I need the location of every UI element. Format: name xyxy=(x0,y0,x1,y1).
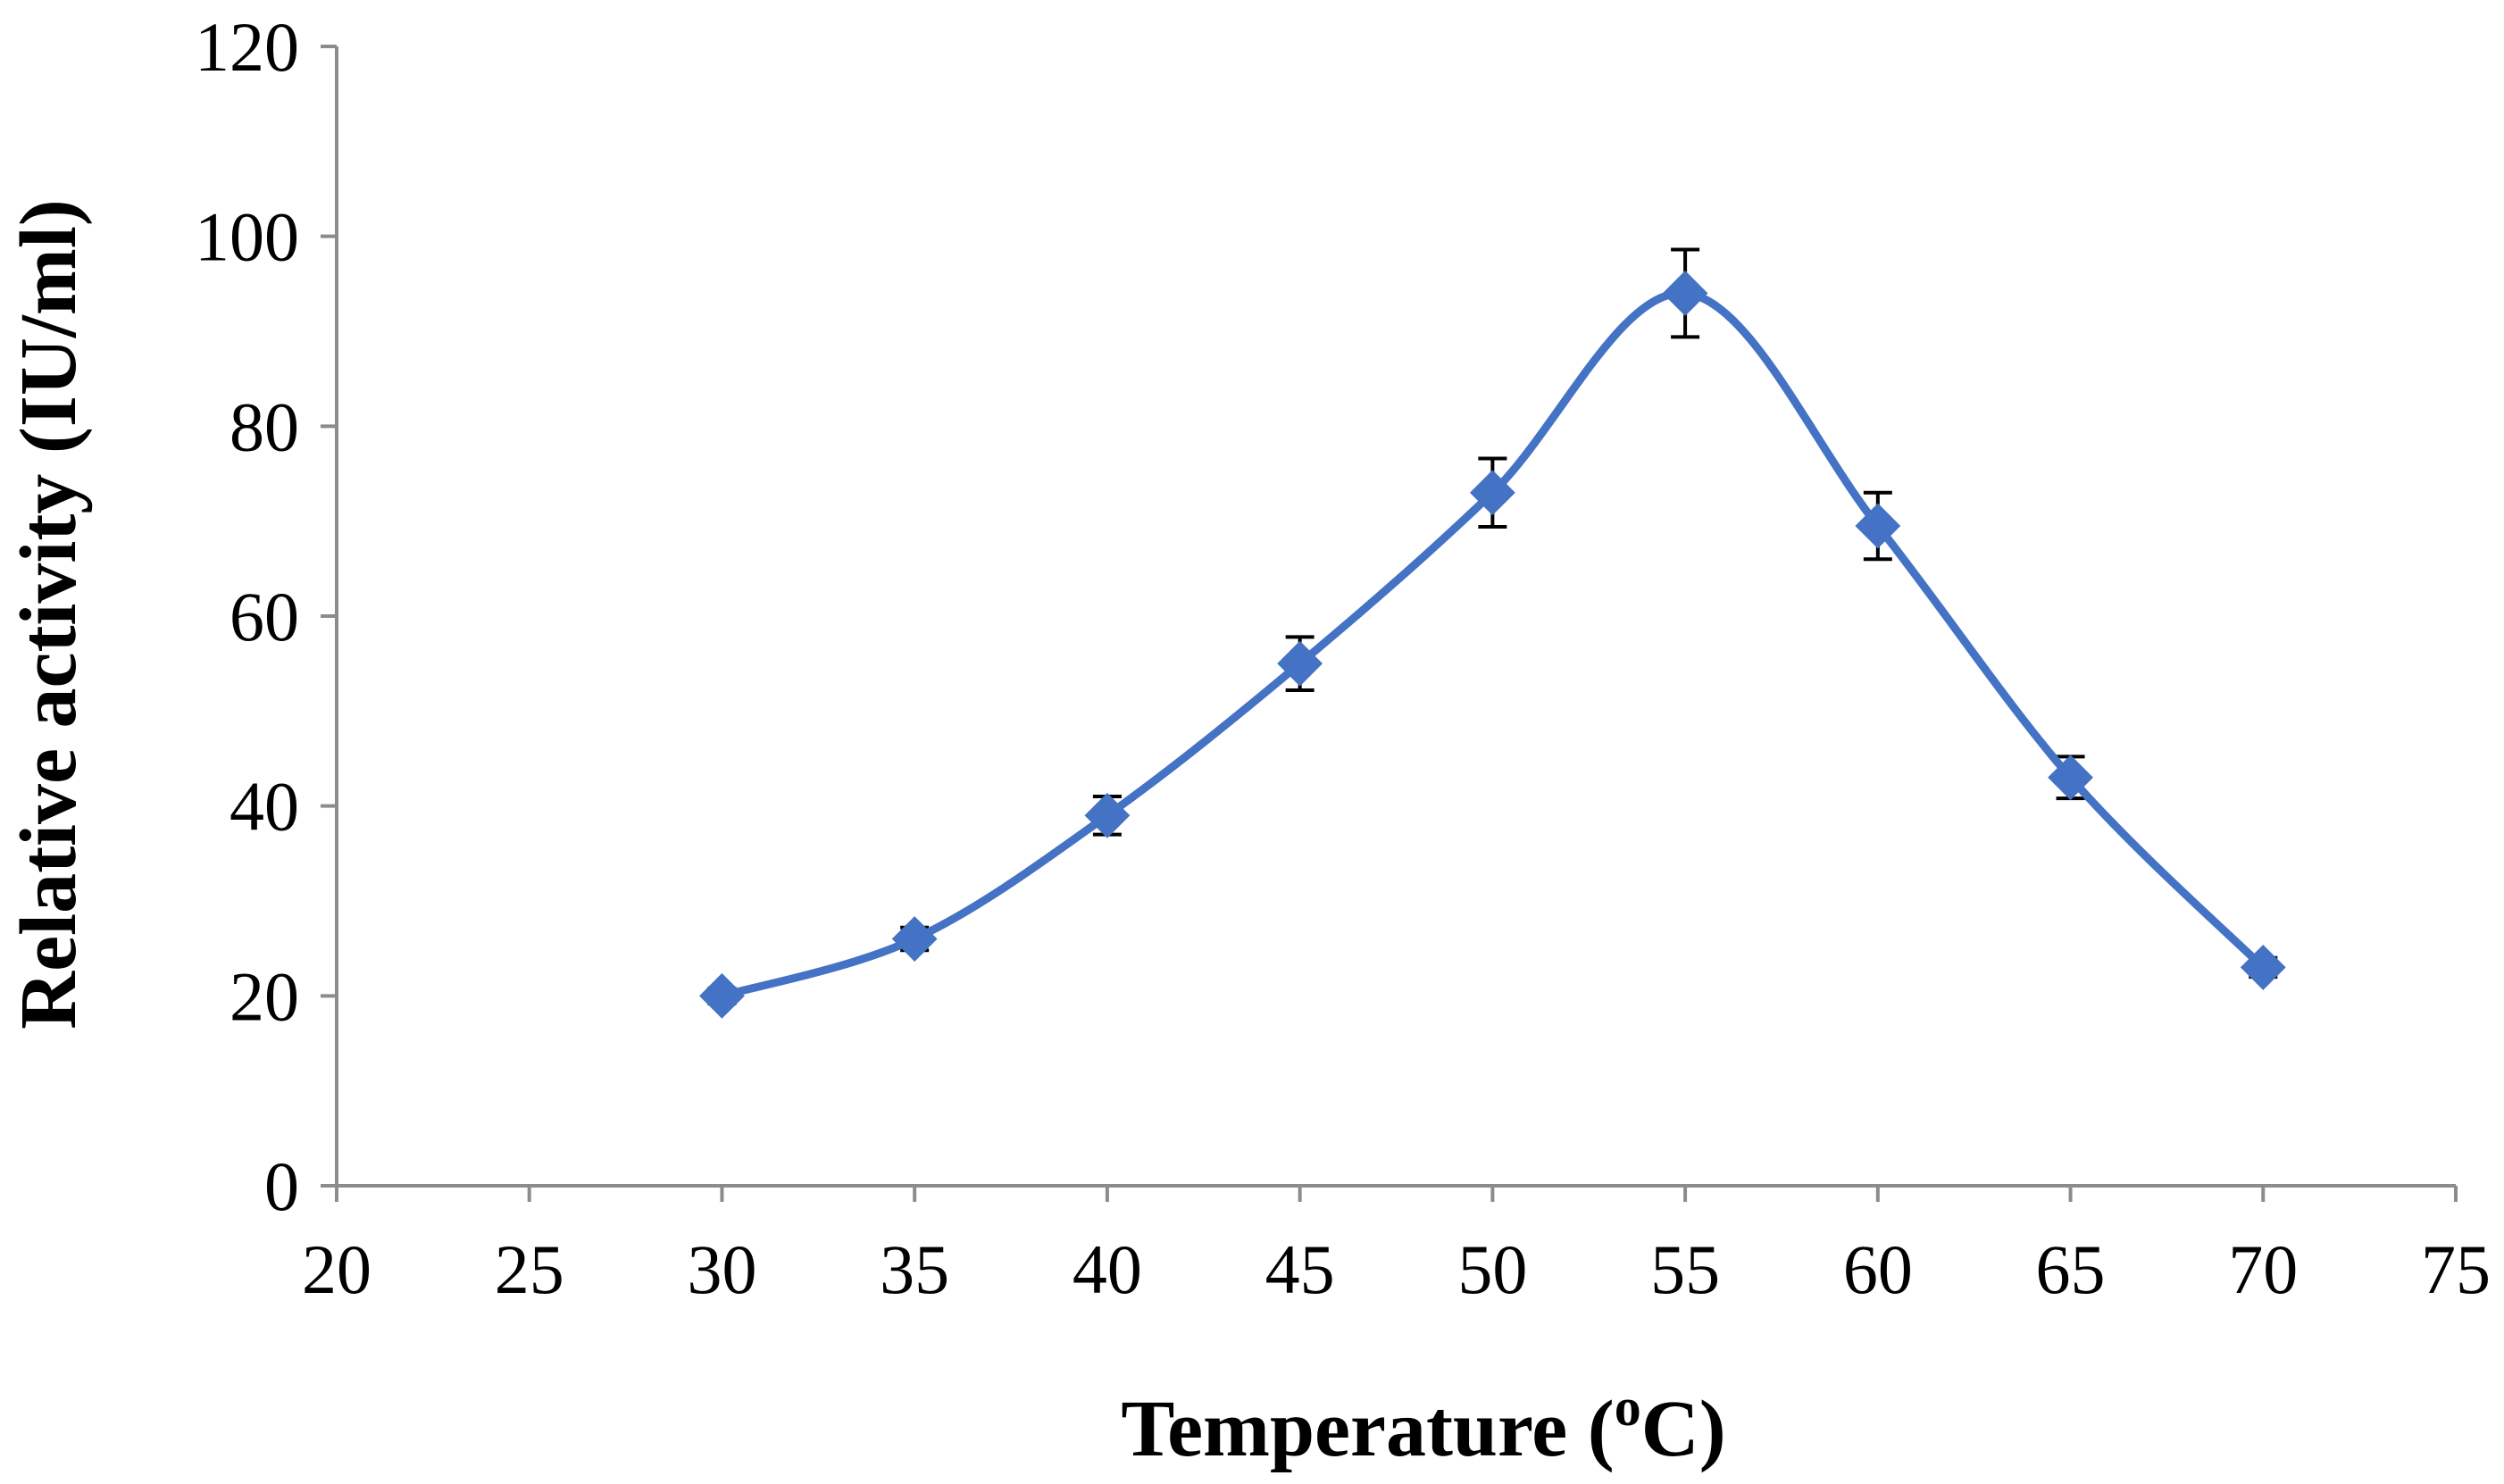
x-tick-label: 40 xyxy=(1073,1230,1142,1308)
x-axis-title: Temperature (oC) xyxy=(1121,1378,1725,1473)
x-tick-label: 65 xyxy=(2036,1230,2106,1308)
data-point xyxy=(2048,755,2093,801)
x-axis-title-superscript: o xyxy=(1615,1378,1641,1437)
x-axis: 20 25 30 35 40 45 50 55 60 65 70 75 xyxy=(302,1184,2491,1308)
series-line xyxy=(717,288,2267,1000)
y-tick-label: 0 xyxy=(264,1147,299,1225)
x-tick-label: 70 xyxy=(2228,1230,2298,1308)
data-point xyxy=(1855,503,1901,549)
y-tick-label: 80 xyxy=(230,388,299,465)
data-point xyxy=(699,972,745,1019)
x-tick-label: 75 xyxy=(2421,1230,2491,1308)
x-axis-title-main: Temperature ( xyxy=(1121,1385,1614,1473)
y-tick-label: 40 xyxy=(230,768,299,846)
data-point xyxy=(1084,792,1131,838)
y-tick-label: 20 xyxy=(230,957,299,1035)
data-point xyxy=(1277,640,1323,687)
x-tick-label: 25 xyxy=(495,1230,564,1308)
y-tick-label: 120 xyxy=(195,8,299,86)
x-tick-label: 30 xyxy=(687,1230,756,1308)
data-point xyxy=(891,916,938,962)
data-point xyxy=(1662,271,1708,316)
x-axis-title-suffix: C) xyxy=(1641,1385,1726,1473)
y-axis-title: Relative activity (IU/ml) xyxy=(4,199,93,1030)
x-tick-label: 60 xyxy=(1843,1230,1913,1308)
data-point xyxy=(2240,945,2286,990)
error-bars xyxy=(707,247,2278,1005)
x-tick-label: 35 xyxy=(880,1230,949,1308)
data-markers xyxy=(699,271,2286,1019)
x-tick-label: 55 xyxy=(1650,1230,1720,1308)
data-point xyxy=(1469,470,1515,516)
y-tick-label: 100 xyxy=(195,198,299,276)
x-tick-label: 45 xyxy=(1265,1230,1335,1308)
x-tick-label: 20 xyxy=(302,1230,371,1308)
y-axis: 0 20 40 60 80 100 120 xyxy=(195,8,338,1225)
y-tick-label: 60 xyxy=(230,578,299,655)
x-tick-label: 50 xyxy=(1457,1230,1527,1308)
